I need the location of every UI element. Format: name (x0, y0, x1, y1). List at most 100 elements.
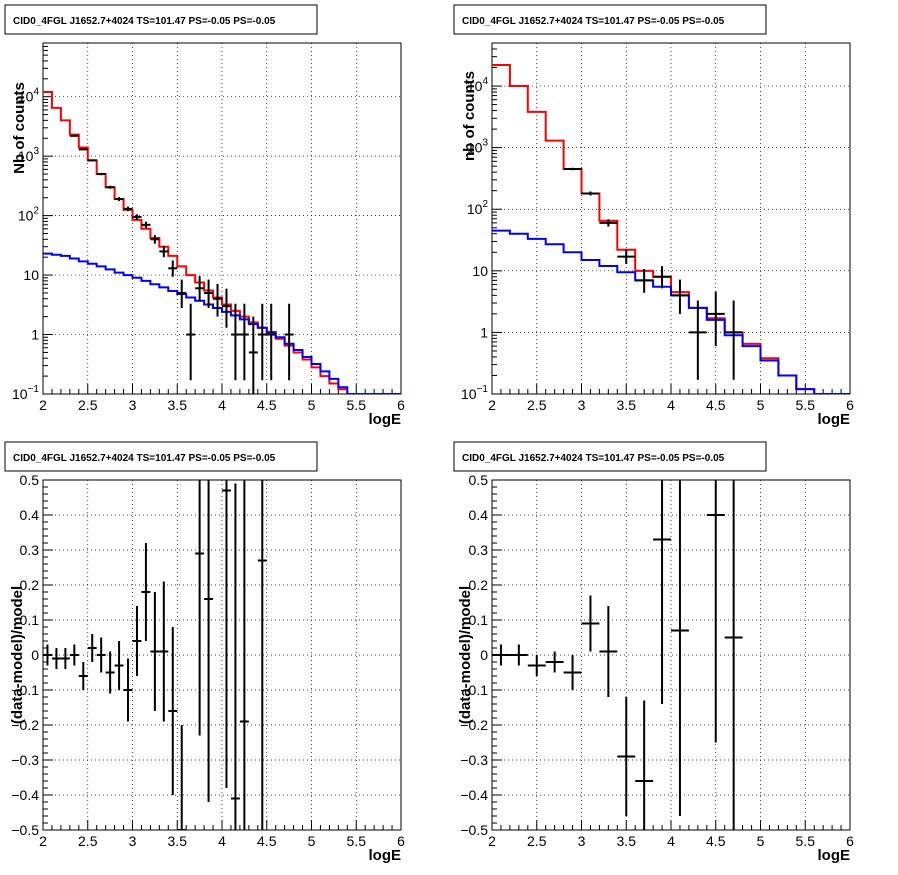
y-tick-label: 0 (480, 647, 488, 663)
data-point (78, 148, 88, 151)
data-point (581, 191, 600, 196)
data-point (230, 483, 240, 830)
data-point (186, 303, 196, 381)
y-tick-label: 0.5 (20, 472, 40, 488)
x-tick-label: 4.5 (706, 397, 726, 413)
chart-title: CID0_4FGL J1652.7+4024 TS=101.47 PS=-0.0… (13, 453, 276, 464)
y-tick-label: 0.1 (20, 612, 40, 628)
data-point (69, 644, 79, 666)
data-point (617, 697, 636, 816)
x-tick-label: 5.5 (796, 833, 816, 849)
data-point (96, 637, 106, 673)
data-point (239, 303, 249, 381)
x-axis-label: logE (818, 411, 851, 428)
y-axis-label: Nb of counts (11, 82, 28, 174)
y-tick-label: 0.2 (469, 577, 489, 593)
data-point (239, 480, 249, 830)
y-tick-label: 10 (23, 267, 39, 283)
y-tick-label: 104 (467, 76, 489, 94)
y-tick-label: 0.3 (469, 542, 489, 558)
y-tick-label: 0.5 (469, 472, 489, 488)
data-point (87, 634, 97, 662)
data-point (123, 658, 133, 722)
x-tick-label: 2.5 (527, 833, 547, 849)
data-point (599, 606, 618, 697)
x-tick-label: 5.5 (796, 397, 816, 413)
x-tick-label: 4.5 (257, 397, 277, 413)
data-point (635, 700, 654, 830)
x-tick-label: 6 (397, 833, 405, 849)
chart-panel-3: CID0_4FGL J1652.7+4024 TS=101.47 PS=-0.0… (4, 441, 405, 864)
data-point (213, 283, 222, 317)
y-tick-label: 10−1 (12, 384, 39, 402)
data-point (563, 167, 582, 171)
data-point (527, 655, 546, 676)
data-point (105, 185, 115, 189)
y-tick-label: 0.3 (20, 542, 40, 558)
data-point (653, 266, 671, 289)
y-tick-label: 0 (31, 647, 39, 663)
data-point (724, 480, 743, 830)
x-tick-label: 2 (488, 833, 496, 849)
data-point (150, 235, 160, 244)
background-model-histogram (492, 229, 850, 394)
x-axis-label: logE (818, 847, 851, 864)
y-tick-label: −0.2 (11, 717, 39, 733)
x-tick-label: 3.5 (617, 833, 637, 849)
x-tick-label: 5 (308, 833, 316, 849)
chart-panel-1: CID0_4FGL J1652.7+4024 TS=101.47 PS=-0.0… (4, 4, 405, 428)
data-point (492, 644, 510, 666)
y-tick-label: −0.5 (460, 822, 488, 838)
x-tick-label: 2 (488, 397, 496, 413)
data-point (51, 648, 61, 669)
y-tick-label: 103 (467, 138, 489, 156)
x-tick-label: 4 (218, 833, 226, 849)
data-point (141, 221, 151, 229)
plot-area (492, 480, 743, 830)
x-tick-label: 4 (667, 833, 675, 849)
data-point (177, 725, 187, 830)
data-point (69, 134, 79, 137)
x-tick-label: 6 (846, 833, 854, 849)
x-tick-label: 2 (39, 397, 47, 413)
data-point (545, 651, 564, 673)
data-point (222, 288, 231, 328)
x-axis-label: logE (369, 411, 402, 428)
x-tick-label: 4.5 (706, 833, 726, 849)
data-point (123, 206, 133, 212)
x-tick-label: 3.5 (168, 397, 188, 413)
chart-title: CID0_4FGL J1652.7+4024 TS=101.47 PS=-0.0… (462, 453, 725, 464)
x-tick-label: 3.5 (168, 833, 188, 849)
y-tick-label: −0.1 (460, 682, 488, 698)
data-point (114, 641, 124, 690)
x-tick-label: 4 (667, 397, 675, 413)
data-point (159, 245, 169, 258)
y-axis-label: (data-model)/model (9, 586, 26, 724)
chart-panel-2: CID0_4FGL J1652.7+4024 TS=101.47 PS=-0.0… (453, 4, 854, 428)
data-point (132, 214, 142, 220)
title-box (453, 441, 767, 472)
y-tick-label: 102 (18, 206, 40, 224)
data-point (132, 606, 142, 676)
y-tick-label: −0.4 (460, 787, 488, 803)
data-point (617, 249, 636, 265)
data-point (168, 260, 178, 277)
x-tick-label: 4.5 (257, 833, 277, 849)
y-tick-label: 10−1 (461, 384, 488, 402)
data-point (195, 276, 205, 302)
y-tick-label: −0.3 (11, 752, 39, 768)
data-point (257, 480, 267, 830)
data-point (671, 480, 689, 816)
x-tick-label: 5 (308, 397, 316, 413)
y-tick-label: −0.2 (460, 717, 488, 733)
data-point (114, 197, 124, 202)
y-tick-label: 102 (467, 199, 489, 217)
total-model-histogram (492, 63, 850, 394)
x-tick-label: 3.5 (617, 397, 637, 413)
data-point (195, 480, 205, 736)
y-axis-label: (data-model)/model (457, 586, 474, 724)
y-tick-label: 0.4 (469, 507, 489, 523)
data-point (706, 291, 725, 347)
x-tick-label: 2.5 (527, 397, 547, 413)
